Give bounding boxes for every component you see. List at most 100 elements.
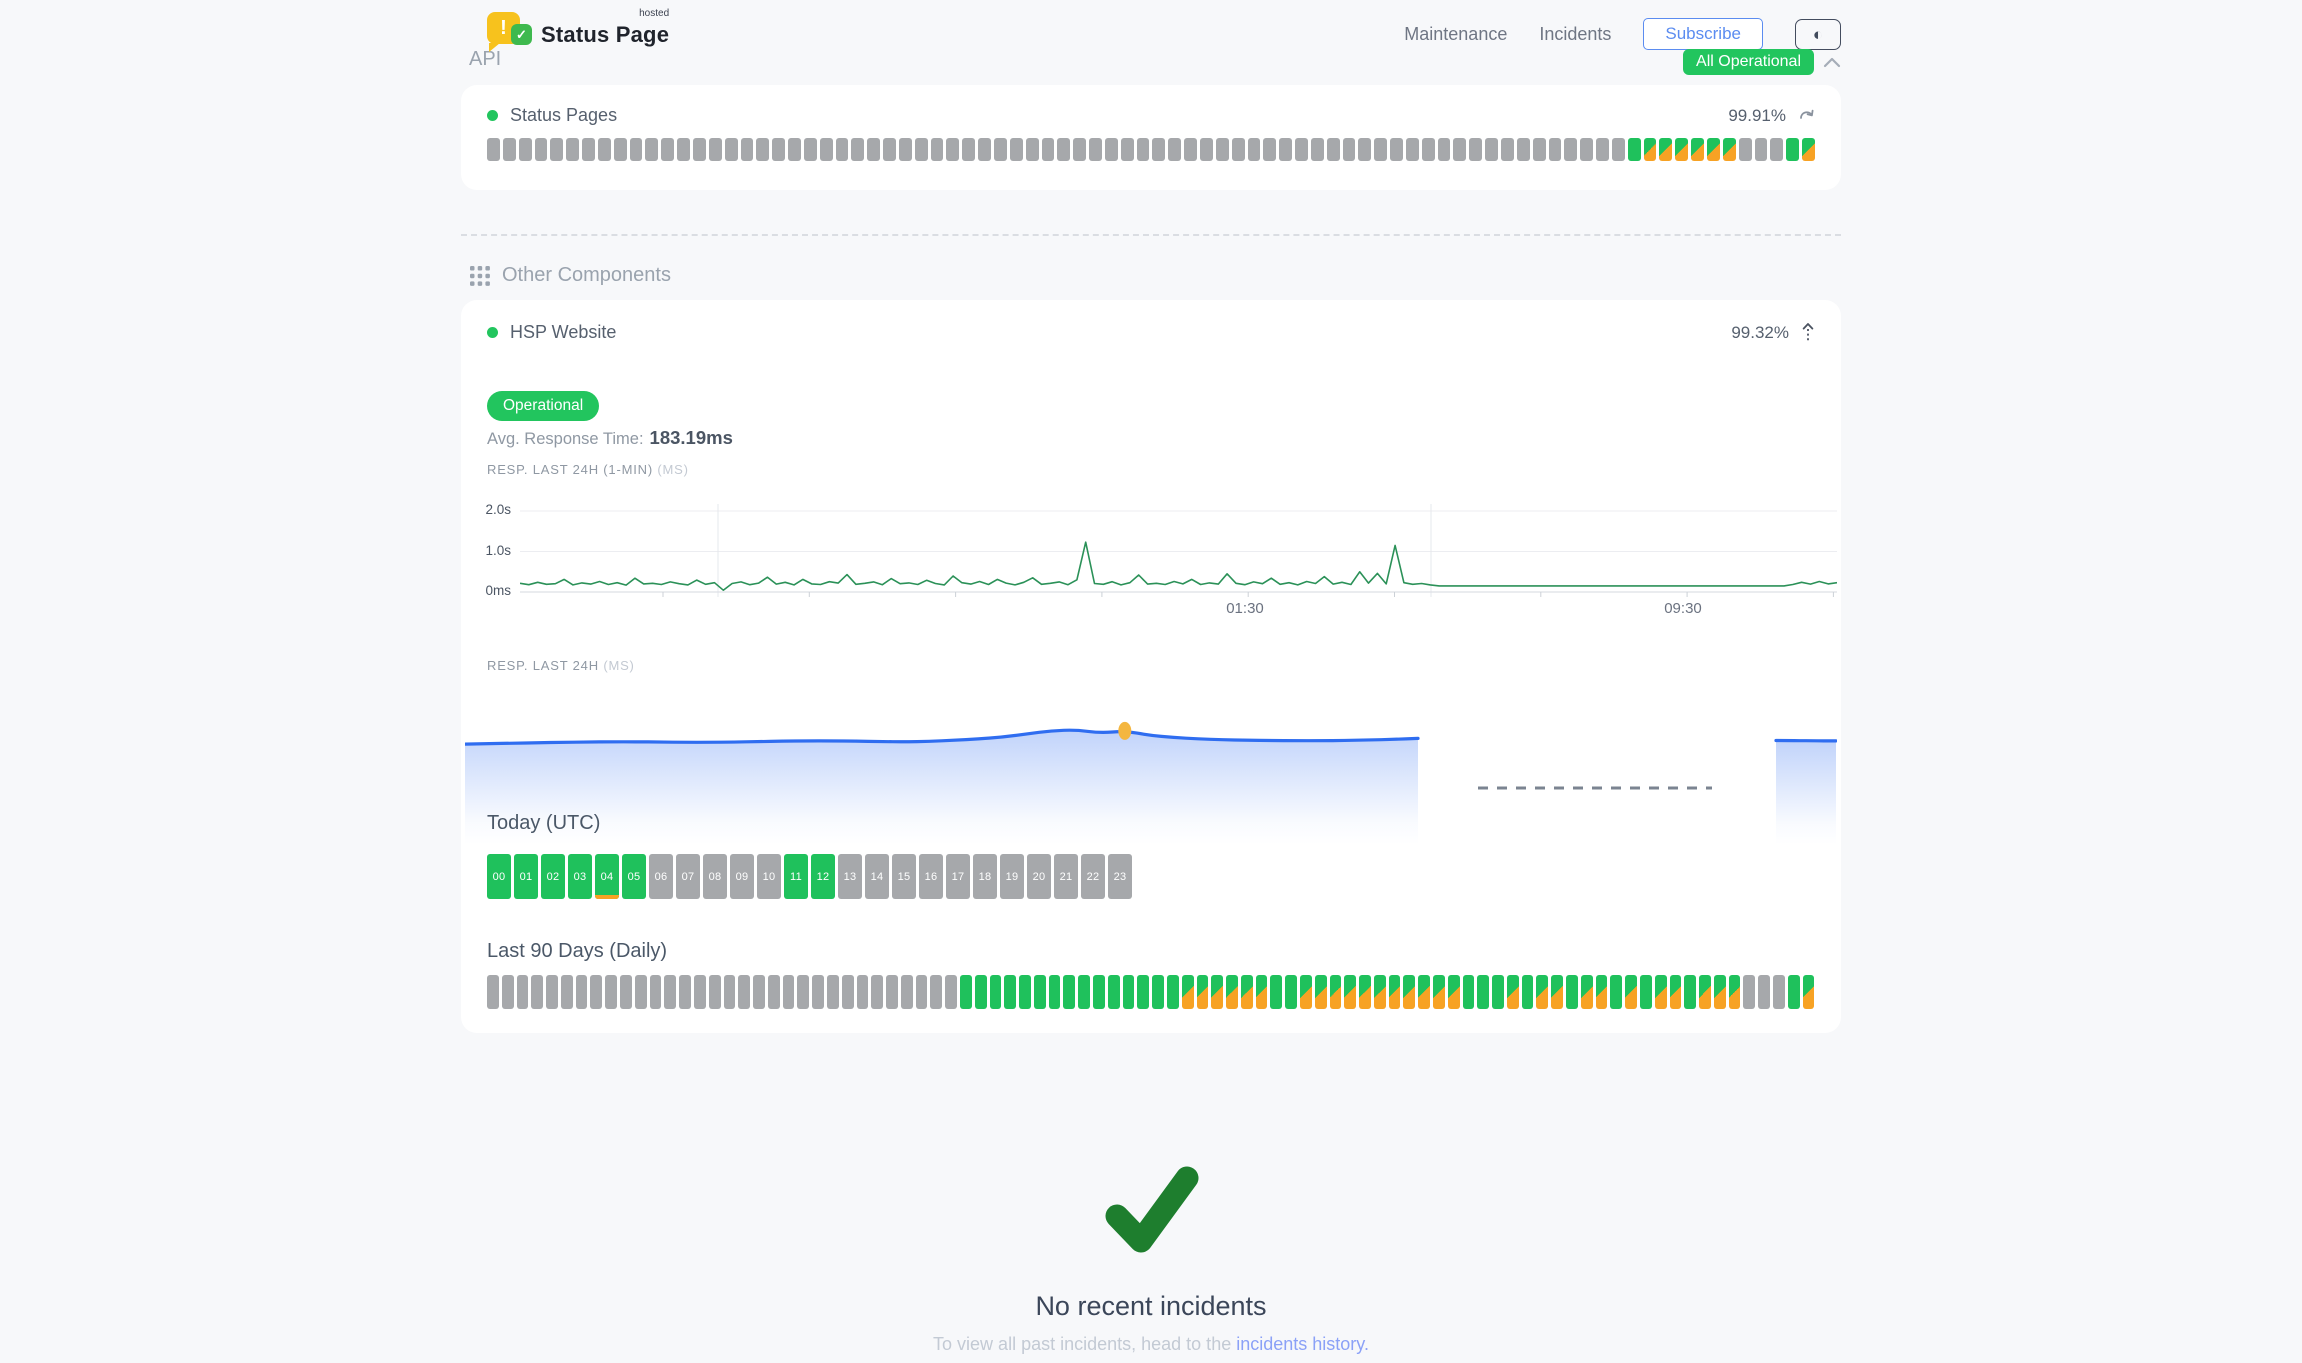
uptime-bar xyxy=(1699,975,1711,1009)
uptime-bar xyxy=(1199,138,1213,161)
uptime-bar xyxy=(1787,975,1800,1009)
component-name: HSP Website xyxy=(510,322,617,342)
hour-block-19: 19 xyxy=(1000,854,1024,899)
no-incidents-subtitle: To view all past incidents, head to the … xyxy=(933,1334,1369,1354)
contrast-icon: ◐ xyxy=(1812,24,1824,44)
uptime-bar xyxy=(1595,975,1608,1009)
section-title-other-components: Other Components xyxy=(469,264,671,287)
component-name: Status Pages xyxy=(510,105,618,125)
uptime-bar xyxy=(1168,138,1182,161)
uptime-bar xyxy=(1516,138,1530,161)
today-hours-strip: 00 01 02 03 04 05 06 07 08 09 10 11 12 13 14 15 16 17 18 19… xyxy=(487,854,1132,899)
uptime-bar xyxy=(767,975,780,1009)
uptime-bar xyxy=(915,975,928,1009)
grid-icon xyxy=(470,265,490,286)
uptime-bar xyxy=(1211,975,1224,1009)
uptime-bar xyxy=(550,138,564,161)
hour-block-03: 03 xyxy=(568,854,592,899)
scroll-top-arrow-icon[interactable] xyxy=(1801,322,1815,343)
x-axis-tick: 09:30 xyxy=(1664,600,1702,617)
uptime-bar xyxy=(1152,138,1166,161)
uptime-bar xyxy=(812,975,824,1009)
uptime-bar xyxy=(546,975,558,1009)
logo[interactable]: ! ✓ hosted Status Page xyxy=(487,8,669,54)
uptime-bar xyxy=(1184,138,1197,161)
uptime-bar xyxy=(962,138,976,161)
uptime-bar xyxy=(1374,138,1388,161)
uptime-bar xyxy=(978,138,991,161)
success-check-icon xyxy=(1105,1166,1199,1253)
last90-strip xyxy=(487,975,1815,1009)
uptime-bar xyxy=(756,138,770,161)
status-dot xyxy=(487,110,498,121)
uptime-bar xyxy=(994,138,1007,161)
uptime-bar xyxy=(1263,138,1277,161)
uptime-bar xyxy=(1738,138,1752,161)
uptime-bar xyxy=(1279,138,1293,161)
collapse-chevron-icon[interactable] xyxy=(1823,57,1841,68)
uptime-bar xyxy=(1566,975,1578,1009)
overall-status: All Operational xyxy=(1683,49,1841,75)
brand-title: Status Page xyxy=(541,22,670,47)
uptime-bar xyxy=(649,975,662,1009)
uptime-bar xyxy=(661,138,675,161)
theme-toggle-button[interactable]: ◐ xyxy=(1795,18,1841,50)
uptime-bar xyxy=(560,975,573,1009)
incidents-history-link[interactable]: incidents history. xyxy=(1236,1334,1369,1354)
uptime-bar xyxy=(693,975,706,1009)
uptime-bar xyxy=(605,975,618,1009)
hour-block-11: 11 xyxy=(784,854,808,899)
nav-link-maintenance[interactable]: Maintenance xyxy=(1404,23,1508,44)
y-axis-tick: 0ms xyxy=(485,583,511,598)
hour-block-02: 02 xyxy=(541,854,565,899)
component-card-hsp-website: HSP Website 99.32% Operational Avg. Resp… xyxy=(461,300,1841,1033)
uptime-bar xyxy=(1532,138,1546,161)
uptime-bar xyxy=(1019,975,1031,1009)
hour-block-23: 23 xyxy=(1108,854,1132,899)
hour-block-05: 05 xyxy=(622,854,646,899)
x-axis-tick: 01:30 xyxy=(1226,600,1264,617)
avg-response-label: Avg. Response Time: xyxy=(487,430,644,448)
refresh-icon[interactable] xyxy=(1798,108,1815,123)
uptime-bar xyxy=(803,138,817,161)
avg-response-value: 183.19ms xyxy=(649,427,733,448)
uptime-bar xyxy=(1152,975,1164,1009)
hour-block-14: 14 xyxy=(865,854,889,899)
uptime-bar xyxy=(1754,138,1768,161)
uptime-bar xyxy=(1437,138,1451,161)
nav-link-incidents[interactable]: Incidents xyxy=(1539,23,1612,44)
uptime-bar xyxy=(841,975,854,1009)
uptime-bar xyxy=(1802,138,1815,161)
component-row-status-pages: Status Pages 99.91% xyxy=(487,105,1815,126)
nav-links: Maintenance Incidents xyxy=(1404,24,1611,45)
uptime-bar xyxy=(1639,975,1652,1009)
component-meta: 99.32% xyxy=(1731,322,1815,343)
uptime-bar xyxy=(1627,138,1641,161)
uptime-bar xyxy=(883,138,896,161)
hour-block-10: 10 xyxy=(757,854,781,899)
uptime-bar xyxy=(1137,975,1150,1009)
response-chart-24h-plot xyxy=(465,721,1837,845)
hour-block-15: 15 xyxy=(892,854,916,899)
uptime-bar xyxy=(1675,138,1689,161)
uptime-bar xyxy=(1564,138,1578,161)
uptime-bar xyxy=(738,975,751,1009)
section-title-label: Other Components xyxy=(502,264,671,286)
uptime-bar xyxy=(1041,138,1055,161)
uptime-bar xyxy=(900,975,913,1009)
check-square-icon: ✓ xyxy=(511,24,532,45)
uptime-percent: 99.91% xyxy=(1728,105,1786,125)
uptime-bar xyxy=(1521,975,1534,1009)
uptime-bar xyxy=(518,138,532,161)
uptime-bar xyxy=(1485,138,1498,161)
uptime-bar xyxy=(1611,138,1625,161)
uptime-bar xyxy=(1359,975,1371,1009)
subscribe-button[interactable]: Subscribe xyxy=(1643,18,1763,50)
uptime-bar xyxy=(1706,138,1720,161)
uptime-bar xyxy=(1063,975,1076,1009)
uptime-bar xyxy=(1329,975,1342,1009)
uptime-bar xyxy=(634,975,647,1009)
uptime-bar xyxy=(590,975,603,1009)
uptime-bar xyxy=(1104,138,1118,161)
uptime-bar xyxy=(1469,138,1483,161)
